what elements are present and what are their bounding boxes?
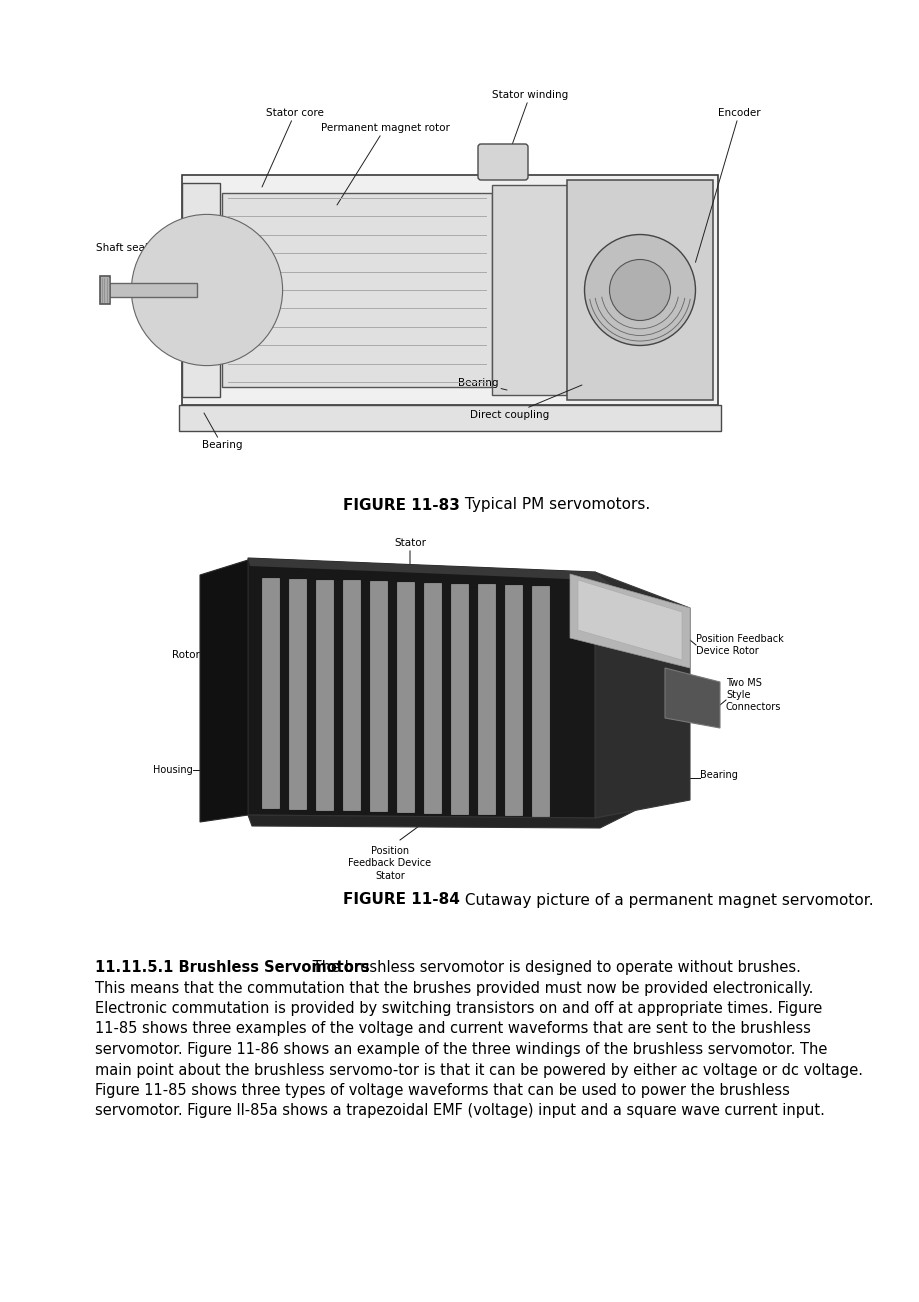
Circle shape [131, 215, 282, 366]
Polygon shape [105, 283, 197, 297]
Polygon shape [262, 578, 278, 809]
Polygon shape [424, 583, 440, 812]
Text: Two MS
Style
Connectors: Two MS Style Connectors [725, 677, 780, 712]
Bar [221, 193, 492, 387]
Polygon shape [577, 579, 681, 660]
Polygon shape [199, 560, 248, 822]
Text: Housing: Housing [153, 766, 193, 775]
Polygon shape [289, 579, 306, 809]
Text: This means that the commutation that the brushes provided must now be provided e: This means that the commutation that the… [95, 980, 812, 996]
Bar [492, 185, 566, 395]
Bar [182, 184, 220, 397]
Bar [179, 405, 720, 431]
Text: servomotor. Figure ll-85a shows a trapezoidal EMF (voltage) input and a square w: servomotor. Figure ll-85a shows a trapez… [95, 1104, 824, 1118]
Bar [566, 180, 712, 400]
Text: Typical PM servomotors.: Typical PM servomotors. [460, 497, 650, 513]
Text: Direct coupling: Direct coupling [470, 385, 582, 421]
Text: Rotor: Rotor [172, 650, 244, 680]
Polygon shape [505, 585, 521, 815]
Bar [182, 174, 717, 405]
Text: Permanent magnet rotor: Permanent magnet rotor [320, 122, 449, 204]
Polygon shape [315, 579, 333, 810]
Polygon shape [570, 574, 689, 668]
Text: Stator: Stator [393, 538, 425, 572]
Bar [100, 276, 110, 303]
Text: Cutaway picture of a permanent magnet servomotor.: Cutaway picture of a permanent magnet se… [460, 892, 873, 907]
Text: Position Feedback
Device Rotor: Position Feedback Device Rotor [696, 634, 783, 656]
Text: The brushless servomotor is designed to operate without brushes.: The brushless servomotor is designed to … [308, 960, 800, 975]
Polygon shape [478, 585, 494, 814]
FancyBboxPatch shape [478, 145, 528, 180]
Text: Encoder: Encoder [695, 108, 760, 262]
Polygon shape [664, 668, 720, 728]
Polygon shape [595, 572, 689, 818]
Text: Electronic commutation is provided by switching transistors on and off at approp: Electronic commutation is provided by sw… [95, 1001, 822, 1016]
Text: Bearing: Bearing [201, 413, 242, 450]
Text: FIGURE 11-83: FIGURE 11-83 [343, 497, 460, 513]
Text: servomotor. Figure 11-86 shows an example of the three windings of the brushless: servomotor. Figure 11-86 shows an exampl… [95, 1042, 826, 1057]
Polygon shape [397, 582, 414, 812]
Text: 11-85 shows three examples of the voltage and current waveforms that are sent to: 11-85 shows three examples of the voltag… [95, 1022, 810, 1036]
Circle shape [608, 259, 670, 320]
Polygon shape [248, 799, 640, 828]
Text: main point about the brushless servomo-tor is that it can be powered by either a: main point about the brushless servomo-t… [95, 1062, 862, 1078]
Polygon shape [531, 586, 549, 816]
Polygon shape [248, 559, 640, 818]
Polygon shape [369, 581, 387, 811]
Text: Figure 11-85 shows three types of voltage waveforms that can be used to power th: Figure 11-85 shows three types of voltag… [95, 1083, 789, 1098]
Text: 11.11.5.1 Brushless Servomotors: 11.11.5.1 Brushless Servomotors [95, 960, 369, 975]
Polygon shape [343, 581, 359, 810]
Text: Stator winding: Stator winding [492, 90, 568, 171]
Text: FIGURE 11-84: FIGURE 11-84 [343, 892, 460, 907]
Text: Shaft seal: Shaft seal [96, 243, 176, 272]
Text: Stator core: Stator core [262, 108, 323, 187]
Text: Bearing: Bearing [699, 769, 737, 780]
Text: Bearing: Bearing [458, 378, 506, 391]
Polygon shape [450, 583, 468, 814]
Text: Position
Feedback Device
Stator: Position Feedback Device Stator [348, 846, 431, 880]
Polygon shape [248, 559, 640, 615]
Circle shape [584, 234, 695, 345]
